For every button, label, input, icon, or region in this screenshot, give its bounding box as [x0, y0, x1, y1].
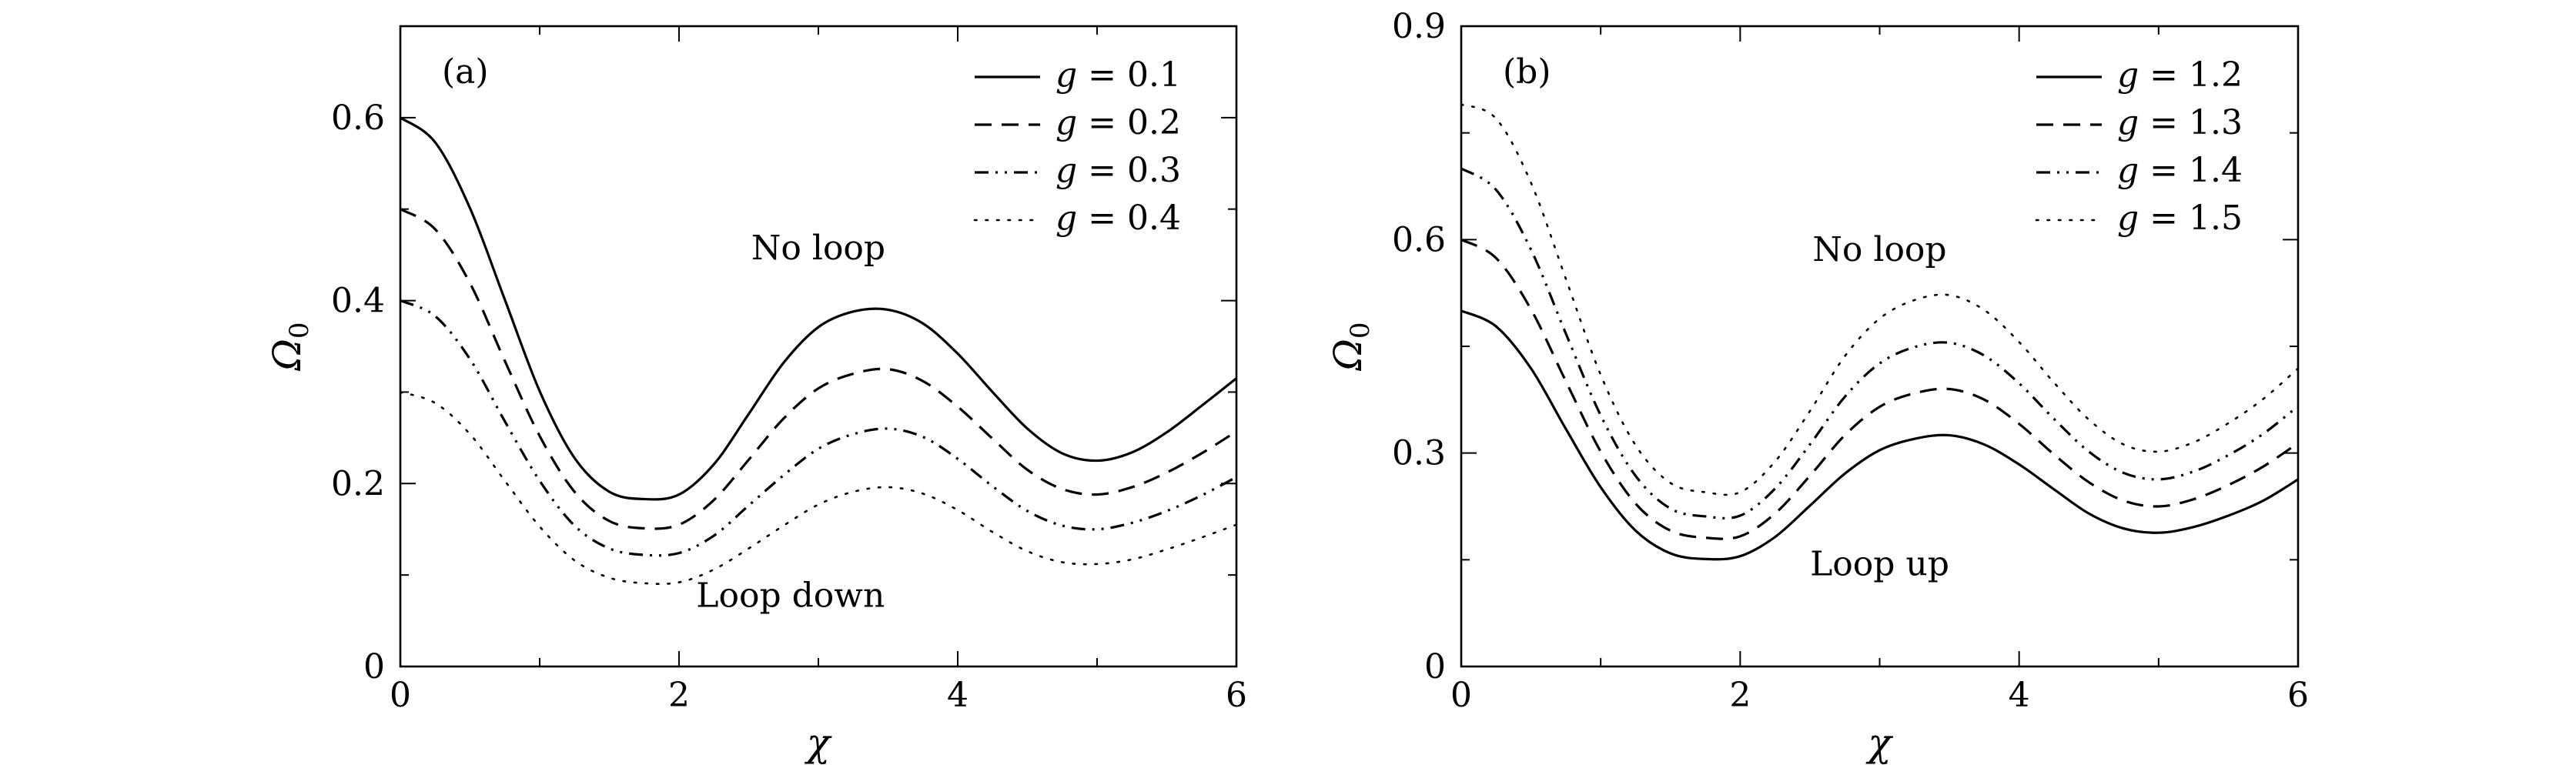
y-tick-label: 0.4 — [331, 282, 385, 321]
legend-entry: g = 1.4 — [2117, 151, 2243, 190]
y-tick-label: 0.2 — [331, 464, 385, 503]
x-tick-label: 0 — [1450, 676, 1472, 715]
legend-entry: g = 1.3 — [2117, 103, 2243, 142]
legend-entry: g = 0.1 — [1055, 55, 1181, 95]
legend-entry: g = 1.5 — [2117, 199, 2243, 238]
x-tick-label: 6 — [2287, 676, 2309, 715]
series-line-4 — [1461, 103, 2298, 496]
series-line-1 — [400, 116, 1236, 501]
x-tick-label: 4 — [947, 676, 969, 715]
series-line-3 — [400, 299, 1236, 557]
y-axis-label: Ω0 — [265, 322, 315, 371]
series-line-3 — [1461, 167, 2298, 519]
series-line-1 — [1461, 309, 2298, 561]
x-axis-label: χ — [805, 720, 832, 765]
series-line-4 — [400, 391, 1236, 586]
y-axis-label: Ω0 — [1326, 322, 1376, 371]
x-axis-label: χ — [1865, 720, 1893, 765]
annotation-label: No loop — [1812, 230, 1946, 269]
y-tick-label: 0 — [363, 647, 385, 686]
x-tick-label: 2 — [668, 676, 690, 715]
legend-entry: g = 0.2 — [1055, 103, 1181, 142]
series-line-2 — [400, 208, 1236, 530]
legend-entry: g = 1.2 — [2117, 55, 2243, 95]
y-tick-label: 0.3 — [1392, 434, 1446, 473]
panel-label: (b) — [1503, 52, 1551, 92]
legend-entry: g = 0.3 — [1055, 151, 1181, 190]
chart-panel-2: 0 2 4 6 0 0.3 0.6 0.9 χ Ω0 (b) g = 1.2 g = 1.3 g = 1.… — [1326, 7, 2309, 765]
x-tick-label: 2 — [1729, 676, 1751, 715]
series-line-2 — [1461, 238, 2298, 540]
y-tick-label: 0.6 — [1392, 220, 1446, 259]
y-tick-label: 0.6 — [331, 99, 385, 138]
annotation-label: No loop — [751, 229, 885, 268]
chart-panel-1: 0 2 4 6 0 0.2 0.4 0.6 χ Ω0 (a) g = 0.1 g = 0.2 g = 0.… — [265, 25, 1247, 765]
x-tick-label: 0 — [390, 676, 411, 715]
y-tick-label: 0.9 — [1392, 7, 1446, 46]
panel-label: (a) — [442, 52, 489, 92]
x-tick-label: 4 — [2009, 676, 2030, 715]
annotation-label: Loop up — [1810, 545, 1949, 584]
legend-entry: g = 0.4 — [1055, 199, 1181, 238]
y-tick-label: 0 — [1424, 647, 1446, 686]
x-tick-label: 6 — [1226, 676, 1247, 715]
annotation-label: Loop down — [696, 576, 885, 616]
